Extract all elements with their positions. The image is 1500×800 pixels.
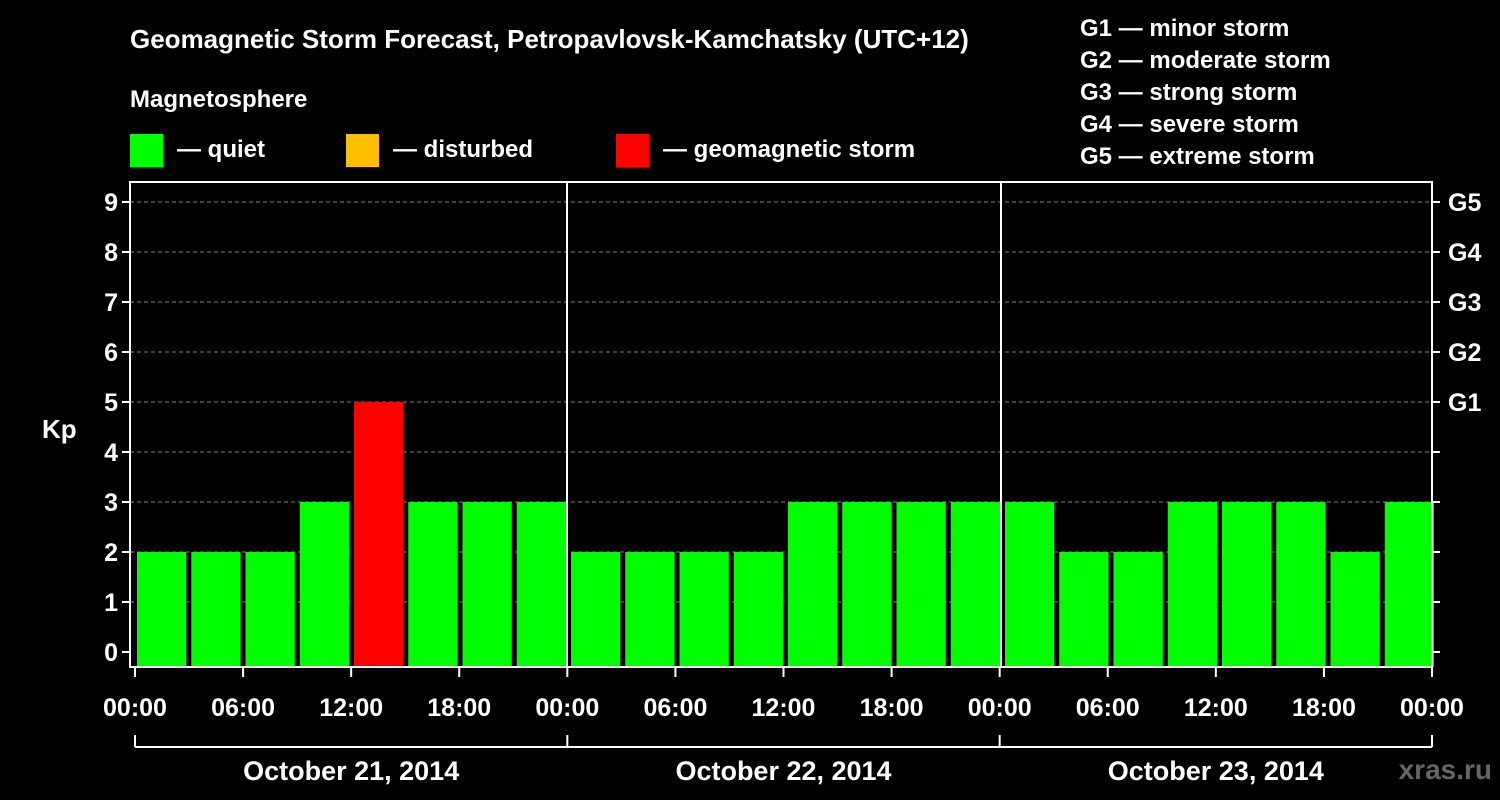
legend-disturbed: — disturbed xyxy=(346,133,533,167)
bar-18 xyxy=(1113,552,1163,667)
storm-scale-g5: G5 — extreme storm xyxy=(1080,143,1315,170)
bar-12 xyxy=(788,502,838,667)
y-tick-label-5: 5 xyxy=(104,389,118,417)
storm-scale-g2: G2 — moderate storm xyxy=(1080,47,1331,74)
bar-8 xyxy=(571,552,621,667)
g-label-g4: G4 xyxy=(1448,239,1481,267)
y-tick-label-2: 2 xyxy=(104,539,118,567)
bar-0 xyxy=(137,552,187,667)
legend-label-storm: — geomagnetic storm xyxy=(663,136,916,163)
y-tick-label-9: 9 xyxy=(104,189,118,217)
bar-2 xyxy=(245,552,295,667)
legend-quiet: — quiet xyxy=(130,133,265,167)
storm-scale-g3: G3 — strong storm xyxy=(1080,79,1298,106)
y-tick-label-3: 3 xyxy=(104,489,118,517)
g-label-g1: G1 xyxy=(1448,389,1481,417)
day-label-0: October 21, 2014 xyxy=(243,756,459,786)
x-tick-label-7: 18:00 xyxy=(860,694,924,722)
x-tick-label-9: 06:00 xyxy=(1076,694,1140,722)
g-label-g5: G5 xyxy=(1448,189,1481,217)
bar-4 xyxy=(354,402,404,667)
legend-swatch-storm xyxy=(616,133,649,167)
storm-scale-g4: G4 — severe storm xyxy=(1080,111,1299,138)
bar-17 xyxy=(1059,552,1109,667)
legend-label-disturbed: — disturbed xyxy=(393,136,534,163)
bar-19 xyxy=(1167,502,1217,667)
x-tick-label-1: 06:00 xyxy=(211,694,275,722)
bar-5 xyxy=(408,502,458,667)
x-tick-label-6: 12:00 xyxy=(752,694,816,722)
y-axis-label: Kp xyxy=(42,414,77,444)
chart-subtitle: Magnetosphere xyxy=(130,86,308,113)
bar-21 xyxy=(1276,502,1326,667)
bar-22 xyxy=(1330,552,1380,667)
bar-13 xyxy=(842,502,892,667)
storm-scale-g1: G1 — minor storm xyxy=(1080,15,1290,42)
bar-3 xyxy=(299,502,349,667)
bar-20 xyxy=(1222,502,1272,667)
x-tick-label-10: 12:00 xyxy=(1184,694,1248,722)
day-label-1: October 22, 2014 xyxy=(675,756,891,786)
x-tick-label-11: 18:00 xyxy=(1292,694,1356,722)
legend-swatch-disturbed xyxy=(346,133,379,167)
x-tick-label-4: 00:00 xyxy=(535,694,599,722)
bar-1 xyxy=(191,552,241,667)
bar-16 xyxy=(1005,502,1055,667)
day-label-2: October 23, 2014 xyxy=(1108,756,1324,786)
chart-title: Geomagnetic Storm Forecast, Petropavlovs… xyxy=(130,24,969,54)
y-tick-label-4: 4 xyxy=(104,439,118,467)
bar-9 xyxy=(625,552,675,667)
watermark: xras.ru xyxy=(1398,754,1492,785)
bar-7 xyxy=(516,502,566,667)
x-tick-label-12: 00:00 xyxy=(1400,694,1464,722)
legend-label-quiet: — quiet xyxy=(177,136,265,163)
bar-14 xyxy=(896,502,946,667)
g-label-g3: G3 xyxy=(1448,289,1481,317)
g-label-g2: G2 xyxy=(1448,339,1481,367)
y-tick-label-6: 6 xyxy=(104,339,118,367)
y-tick-label-7: 7 xyxy=(104,289,118,317)
y-tick-label-1: 1 xyxy=(104,589,118,617)
x-tick-label-0: 00:00 xyxy=(103,694,167,722)
bar-11 xyxy=(733,552,783,667)
legend-swatch-quiet xyxy=(130,133,163,167)
x-tick-label-8: 00:00 xyxy=(968,694,1032,722)
x-tick-label-2: 12:00 xyxy=(319,694,383,722)
x-tick-label-5: 06:00 xyxy=(643,694,707,722)
bar-15 xyxy=(950,502,1000,667)
bar-6 xyxy=(462,502,512,667)
y-tick-label-0: 0 xyxy=(104,639,118,667)
bar-23 xyxy=(1384,502,1434,667)
plot-frame xyxy=(129,181,1433,668)
x-tick-label-3: 18:00 xyxy=(427,694,491,722)
y-tick-label-8: 8 xyxy=(104,239,118,267)
legend-storm: — geomagnetic storm xyxy=(616,133,915,167)
bar-10 xyxy=(679,552,729,667)
